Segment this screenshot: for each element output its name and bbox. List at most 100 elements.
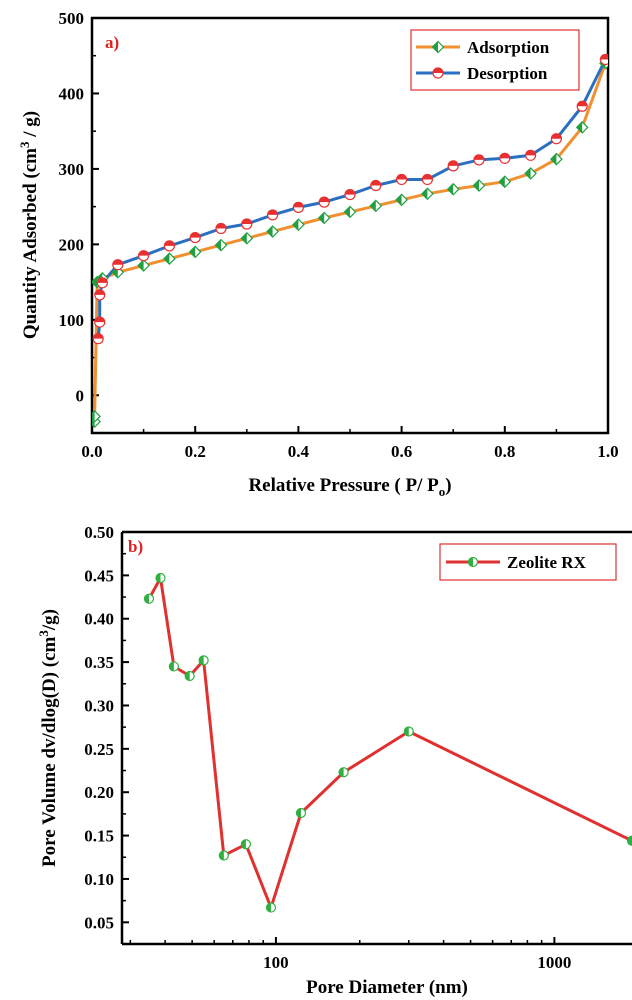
legend-b: Zeolite RX (439, 543, 617, 581)
panel-label-a: a) (105, 33, 119, 52)
data-point-desorption (370, 179, 382, 192)
y-tick-label-b: 0.20 (84, 783, 114, 802)
data-point-desorption (96, 277, 108, 289)
data-point-adsorption (498, 175, 512, 189)
data-point-desorption (241, 218, 253, 230)
data-point-zeolite-rx (626, 835, 632, 846)
data-point-zeolite-rx (240, 839, 251, 850)
data-point-adsorption (575, 121, 589, 134)
data-point-desorption (524, 149, 537, 161)
legend-marker-desorption (432, 67, 444, 79)
legend-a: Adsorption Desorption (410, 29, 580, 91)
data-point-desorption (396, 173, 408, 186)
data-point-adsorption (188, 245, 202, 259)
y-tick-label-a: 0 (76, 386, 85, 405)
data-point-zeolite-rx (338, 767, 349, 778)
x-tick-label-a: 1.0 (597, 442, 618, 461)
data-point-zeolite-rx (143, 593, 155, 604)
data-point-desorption (318, 196, 330, 208)
data-point-zeolite-rx (295, 807, 307, 819)
data-point-adsorption (92, 410, 101, 423)
y-tick-label-a: 400 (59, 84, 85, 103)
x-tick-label-a: 0.8 (494, 442, 515, 461)
tick-group-b: 100 1000 0.05 0.10 0.15 0.20 0.25 0.30 0.35 0.40 0… (84, 523, 571, 972)
data-point-zeolite-rx (218, 850, 229, 861)
y-tick-label-a: 200 (59, 235, 85, 254)
data-point-adsorption (446, 182, 460, 196)
legend-label-zeolite: Zeolite RX (507, 553, 587, 572)
data-point-desorption (215, 222, 227, 235)
y-tick-label-b: 0.10 (84, 870, 114, 889)
legend-marker-zeolite (467, 556, 479, 568)
data-point-desorption (550, 133, 563, 145)
x-axis-title-a: Relative Pressure ( P/ Po) (248, 475, 451, 499)
data-point-zeolite-rx (403, 726, 414, 737)
data-point-desorption (344, 188, 356, 201)
data-point-adsorption (266, 225, 279, 238)
data-point-adsorption (317, 211, 331, 225)
data-point-desorption (92, 333, 104, 345)
legend-box-a (410, 29, 580, 91)
data-point-desorption (292, 201, 304, 213)
data-point-desorption (421, 173, 433, 186)
data-point-desorption (447, 160, 459, 172)
series-line-zeolite-rx (147, 576, 632, 910)
data-point-desorption (499, 152, 511, 164)
x-tick-label-a: 0.2 (185, 442, 206, 461)
data-point-adsorption (214, 238, 228, 252)
x-axis-title-b: Pore Diameter (nm) (306, 977, 468, 998)
data-point-adsorption (240, 231, 254, 245)
y-axis-title-a: Quantity Adsorbed (cm3 / g) (17, 111, 41, 339)
data-point-desorption (473, 154, 485, 166)
y-tick-label-a: 300 (59, 160, 85, 179)
legend-marker-adsorption (431, 40, 445, 54)
panel-label-b: b) (128, 537, 143, 556)
data-point-desorption (94, 289, 106, 301)
isotherm-chart: a) 0.0 0.2 0.4 0.6 0.8 1.0 0 100 200 300 400 500 Re… (17, 9, 619, 499)
x-tick-label-a: 0.4 (288, 442, 310, 461)
data-point-adsorption (550, 152, 563, 166)
data-point-adsorption (524, 167, 537, 180)
y-tick-label-a: 100 (59, 311, 85, 330)
x-tick-label-b: 100 (263, 953, 289, 972)
series-group-a (92, 53, 608, 429)
y-tick-label-b: 0.25 (84, 740, 114, 759)
data-point-desorption (599, 53, 608, 66)
y-axis-title-b: Pore Volume dv/dlog(D) (cm3/g) (36, 609, 60, 867)
data-point-zeolite-rx (168, 661, 179, 672)
y-tick-label-b: 0.45 (84, 566, 114, 585)
data-point-desorption (94, 316, 106, 328)
pore-distribution-chart: b) 100 1000 0.05 0.10 0.15 0.20 0.25 0.30 0.35 0.… (36, 523, 632, 998)
y-tick-label-b: 0.05 (84, 913, 114, 932)
data-point-desorption (112, 259, 124, 271)
data-point-adsorption (292, 218, 305, 232)
y-tick-label-b: 0.35 (84, 653, 114, 672)
y-tick-label-b: 0.15 (84, 827, 114, 846)
data-point-adsorption (472, 179, 486, 192)
data-point-adsorption (369, 199, 383, 213)
x-tick-label-b: 1000 (537, 953, 571, 972)
data-point-adsorption (163, 252, 176, 266)
data-point-zeolite-rx (155, 572, 166, 584)
data-point-zeolite-rx (184, 670, 195, 682)
data-point-adsorption (137, 259, 150, 272)
data-point-desorption (267, 209, 279, 221)
y-tick-label-b: 0.30 (84, 696, 114, 715)
y-tick-label-a: 500 (59, 9, 85, 28)
data-point-adsorption (421, 187, 434, 201)
legend-label-desorption: Desorption (467, 64, 548, 83)
y-tick-label-b: 0.40 (84, 610, 114, 629)
legend-label-adsorption: Adsorption (467, 38, 550, 57)
x-tick-label-a: 0.0 (81, 442, 102, 461)
data-point-desorption (576, 100, 588, 112)
data-point-desorption (189, 231, 201, 244)
data-point-zeolite-rx (265, 902, 277, 913)
data-point-desorption (138, 250, 150, 262)
data-point-desorption (163, 240, 175, 252)
data-point-adsorption (343, 205, 357, 219)
data-point-zeolite-rx (198, 655, 209, 666)
data-point-adsorption (395, 193, 408, 207)
y-tick-label-b: 0.50 (84, 523, 114, 542)
series-group-b (143, 572, 632, 913)
